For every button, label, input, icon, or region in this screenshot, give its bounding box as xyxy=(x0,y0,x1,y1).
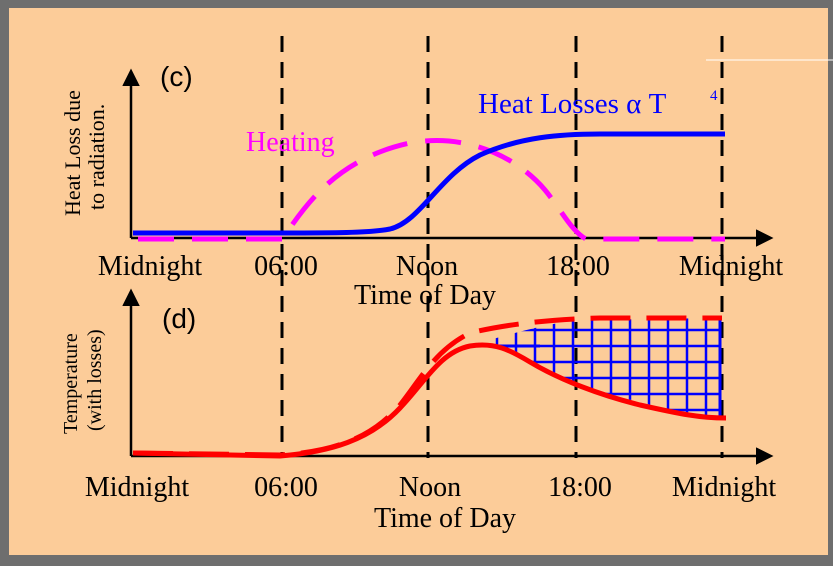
bottom-panel: (d) Temperature (with losses) Midnight 0… xyxy=(60,288,776,534)
figure-panel xyxy=(9,8,828,555)
bottom-tick-0600: 06:00 xyxy=(254,472,318,503)
bottom-xlabel: Time of Day xyxy=(374,503,516,534)
top-tick-noon: Noon xyxy=(396,251,458,282)
top-ylabel-line2: to radiation. xyxy=(84,104,109,210)
top-ylabel-line1: Heat Loss due xyxy=(60,90,85,216)
top-tick-0600: 06:00 xyxy=(254,251,318,282)
bottom-tick-midnight-start: Midnight xyxy=(85,472,189,503)
temperature-with-losses-curve xyxy=(132,342,727,459)
top-xlabel: Time of Day xyxy=(354,280,496,311)
bottom-ylabel-line1: Temperature xyxy=(60,333,82,434)
bottom-panel-label: (d) xyxy=(162,303,196,334)
heat-losses-label: Heat Losses α T xyxy=(478,88,667,120)
heating-label: Heating xyxy=(246,127,335,158)
heat-losses-superscript: 4 xyxy=(710,88,718,104)
top-tick-midnight-end: Midnight xyxy=(679,251,783,282)
bottom-tick-midnight-end: Midnight xyxy=(672,472,776,503)
top-panel: (c) Heat Loss due to radiation. Heating … xyxy=(60,61,783,311)
bottom-ylabel-line2: (with losses) xyxy=(84,329,106,431)
top-tick-1800: 18:00 xyxy=(546,251,610,282)
bottom-tick-noon: Noon xyxy=(399,472,461,503)
top-tick-midnight-start: Midnight xyxy=(98,251,202,282)
bottom-tick-1800: 18:00 xyxy=(548,472,612,503)
heat-losses-curve xyxy=(133,131,725,236)
heating-curve xyxy=(138,138,725,242)
time-guides xyxy=(280,36,724,458)
top-panel-label: (c) xyxy=(160,61,193,92)
